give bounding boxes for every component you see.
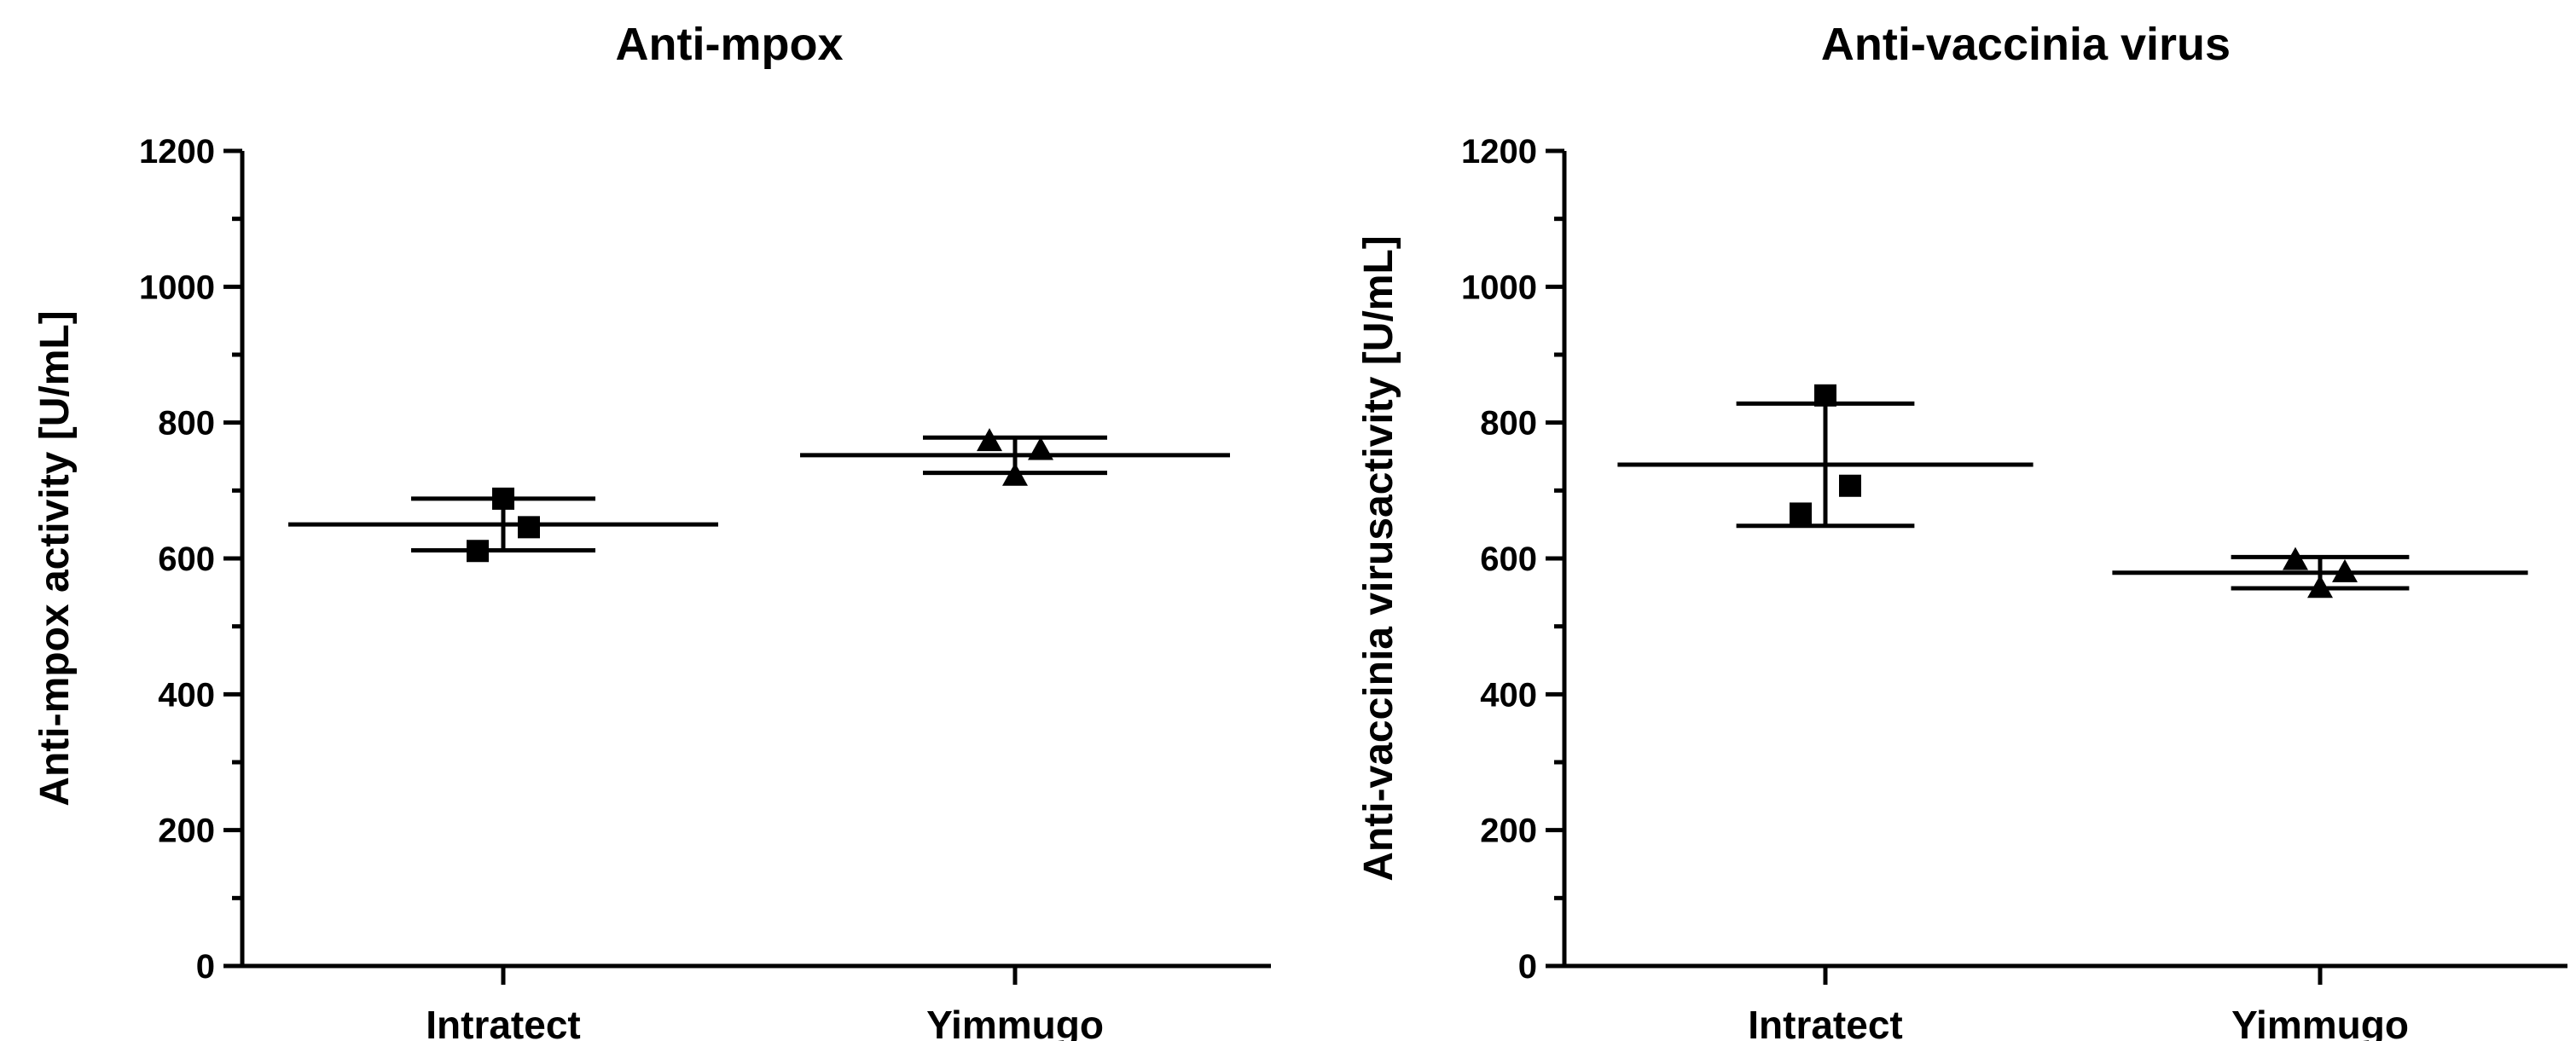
data-point-square [492, 487, 514, 510]
y-tick-label: 200 [1480, 813, 1537, 850]
x-tick-label: Yimmugo [2231, 1003, 2409, 1041]
data-point-square [1814, 384, 1836, 407]
chart-title: Anti-mpox [616, 19, 844, 70]
y-tick-label: 600 [1480, 541, 1537, 578]
data-point-triangle [1002, 462, 1028, 486]
y-tick-label: 1200 [1461, 133, 1537, 171]
chart-title: Anti-vaccinia virus [1821, 19, 2231, 70]
data-point-triangle [2332, 558, 2358, 582]
y-tick-label: 800 [1480, 405, 1537, 442]
y-tick-label: 1000 [1461, 269, 1537, 306]
data-point-square [1839, 474, 1861, 497]
data-point-triangle [1028, 437, 1053, 460]
axes: 0 200 400 600 800 1000 1200 Intratect Yimmugo [139, 133, 1271, 1041]
data-point-square [518, 516, 540, 539]
x-tick-label: Yimmugo [926, 1003, 1104, 1041]
y-axis-label: Anti-vaccinia virusactivity [U/mL] [1356, 235, 1401, 882]
y-tick-label: 400 [1480, 676, 1537, 714]
data-marks [288, 428, 1230, 563]
y-tick-label: 1200 [139, 133, 215, 171]
axes: 0 200 400 600 800 1000 1200 Intratect Yimmugo [1461, 133, 2567, 1041]
data-marks [1617, 384, 2528, 599]
y-tick-label: 800 [158, 405, 215, 442]
y-tick-label: 600 [158, 541, 215, 578]
chart-panel-anti-mpox: Anti-mpox Anti-mpox activity [U/mL] 0 200… [32, 19, 1271, 1041]
chart-panel-anti-vaccinia: Anti-vaccinia virus Anti-vaccinia virusa… [1356, 19, 2567, 1041]
data-point-triangle [2283, 547, 2308, 570]
y-tick-label: 200 [158, 813, 215, 850]
data-point-triangle [2307, 575, 2333, 599]
y-axis-label: Anti-mpox activity [U/mL] [32, 310, 78, 806]
y-tick-label: 0 [196, 948, 215, 986]
y-tick-label: 400 [158, 676, 215, 714]
data-point-square [1790, 502, 1812, 525]
data-point-triangle [977, 428, 1002, 452]
x-tick-label: Intratect [426, 1003, 580, 1041]
y-tick-label: 1000 [139, 269, 215, 306]
x-tick-label: Intratect [1748, 1003, 1902, 1041]
y-tick-label: 0 [1518, 948, 1537, 986]
data-point-square [467, 540, 489, 563]
